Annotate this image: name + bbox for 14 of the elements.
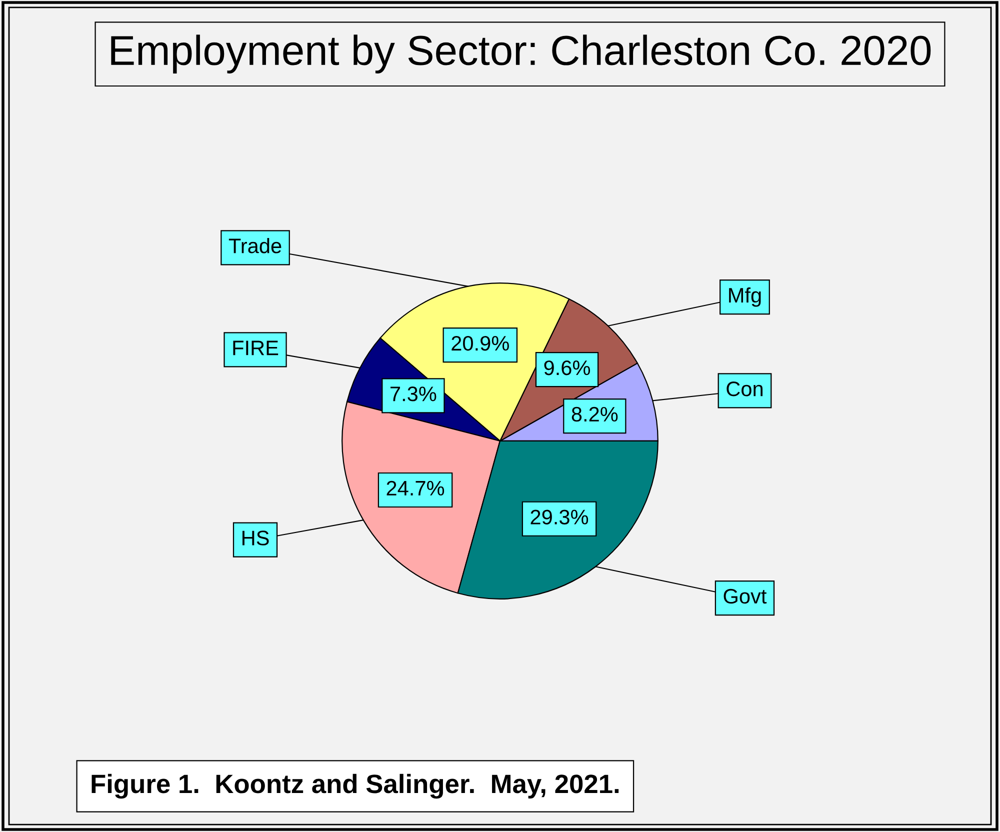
slice-label: FIRE	[233, 340, 278, 356]
slice-label: Con	[726, 382, 762, 396]
data-label: 7.3%	[390, 386, 436, 402]
data-label: 24.7%	[386, 480, 444, 496]
data-label: 20.9%	[452, 336, 509, 351]
chart-title: Employment by Sector: Charleston Co. 2020	[111, 34, 931, 74]
data-label: 29.3%	[530, 510, 588, 524]
slice-label: HS	[242, 530, 269, 546]
data-label: 9.6%	[544, 360, 590, 376]
slice-label: Mfg	[729, 287, 761, 307]
slice-label: Trade	[228, 238, 282, 254]
data-label: 8.2%	[572, 406, 618, 422]
slice-label: Govt	[724, 588, 767, 604]
caption: Figure 1. Koontz and Salinger. May, 2021.	[92, 774, 619, 799]
